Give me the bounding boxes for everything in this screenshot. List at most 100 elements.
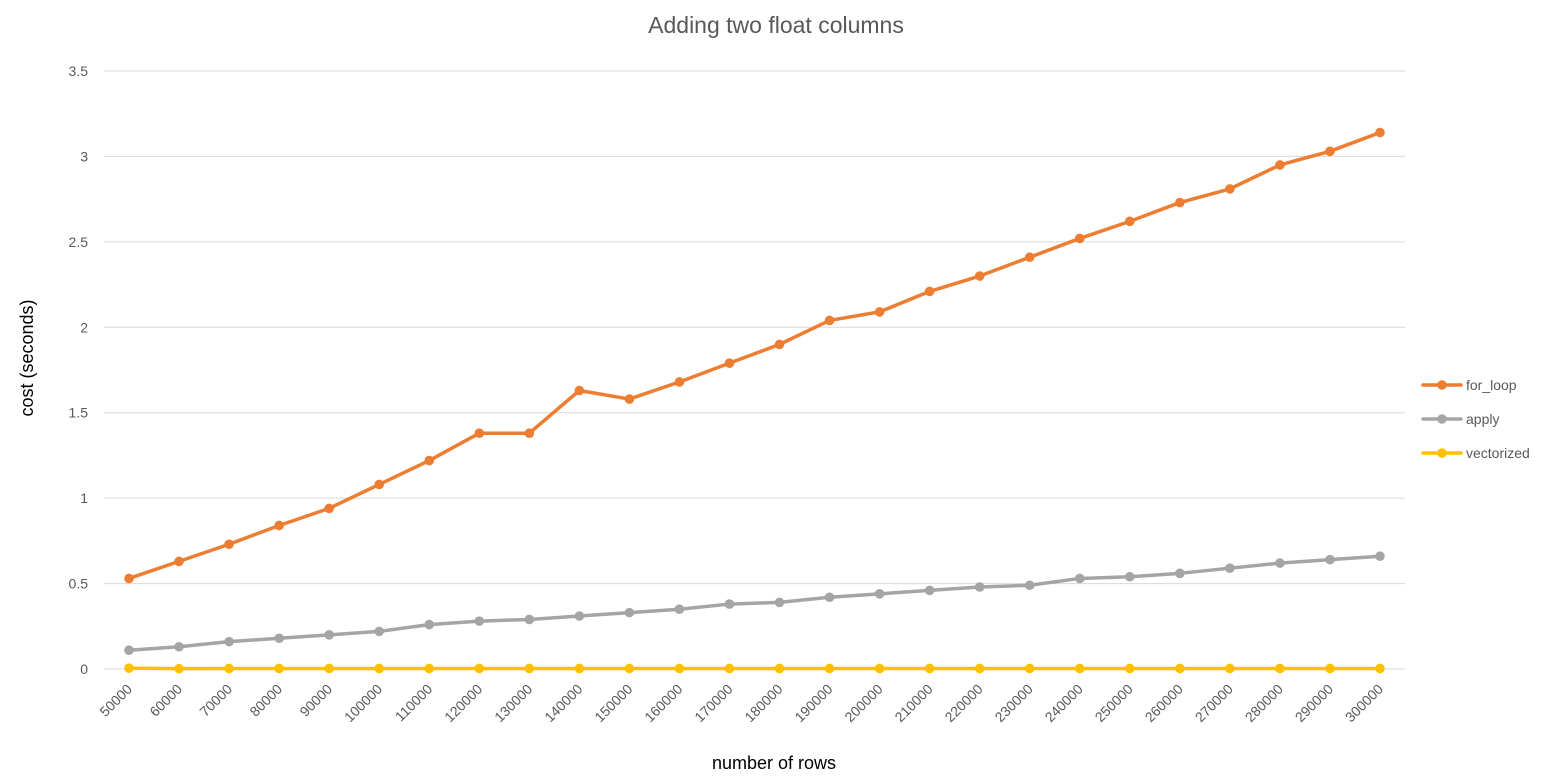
y-tick-label: 1 [80, 490, 88, 506]
y-tick-label: 3.5 [69, 63, 89, 79]
x-tick-label: 140000 [541, 681, 585, 725]
x-tick-label: 280000 [1242, 681, 1286, 725]
data-point [974, 582, 985, 592]
y-tick-label: 3 [80, 148, 88, 164]
data-point [674, 377, 685, 387]
data-point [1125, 571, 1135, 582]
data-point [624, 663, 635, 674]
data-point [1024, 663, 1035, 674]
legend-label: for_loop [1466, 377, 1517, 393]
data-point [324, 663, 334, 674]
x-tick-label: 100000 [341, 681, 385, 725]
x-tick-label: 170000 [691, 681, 735, 725]
data-point [1325, 663, 1335, 674]
data-point [774, 339, 785, 350]
y-tick-label: 2.5 [69, 234, 89, 250]
y-tick-label: 0 [80, 661, 88, 677]
data-point [274, 663, 284, 674]
data-point [874, 589, 885, 599]
data-point [1074, 233, 1085, 244]
data-point [274, 633, 284, 644]
y-tick-label: 1.5 [69, 405, 89, 421]
x-tick-label: 70000 [196, 681, 235, 720]
data-point [174, 641, 184, 652]
legend-swatch-marker [1437, 448, 1447, 458]
chart-title: Adding two float columns [648, 12, 904, 38]
data-point [974, 663, 985, 674]
data-point [1375, 663, 1385, 674]
x-tick-label: 120000 [441, 681, 485, 725]
data-point [1325, 146, 1335, 157]
data-point [924, 585, 935, 596]
data-point [924, 663, 935, 674]
data-point [524, 614, 535, 625]
data-point [874, 663, 885, 674]
data-point [524, 428, 535, 439]
data-point [774, 597, 785, 608]
x-tick-label: 200000 [841, 681, 885, 725]
data-point [624, 607, 635, 618]
x-tick-label: 230000 [991, 681, 1035, 725]
data-point [674, 604, 685, 614]
x-tick-label: 90000 [296, 681, 335, 720]
data-point [1275, 160, 1285, 170]
data-point [1125, 663, 1135, 674]
x-tick-label: 190000 [791, 681, 835, 725]
data-point [124, 573, 134, 584]
data-point [974, 271, 985, 281]
data-point [324, 503, 334, 514]
legend-item: for_loop [1421, 377, 1517, 393]
x-tick-label: 160000 [641, 681, 685, 725]
data-point [224, 539, 234, 550]
data-point [1375, 127, 1385, 138]
series-vectorized [124, 663, 1385, 674]
x-tick-label: 290000 [1292, 681, 1336, 725]
x-tick-label: 260000 [1142, 681, 1186, 725]
x-tick-label: 250000 [1092, 681, 1136, 725]
data-point [1074, 573, 1085, 584]
series-line [127, 666, 1382, 671]
legend-swatch-marker [1437, 414, 1447, 424]
data-point [824, 663, 835, 674]
data-point [424, 619, 435, 630]
data-point [1225, 184, 1235, 194]
data-point [724, 358, 735, 368]
data-point [774, 663, 785, 674]
x-axis-title: number of rows [712, 753, 836, 773]
data-point [1275, 558, 1285, 568]
data-point [1175, 568, 1185, 579]
data-point [474, 428, 485, 439]
data-point [224, 636, 234, 647]
data-point [1325, 554, 1335, 565]
data-point [124, 645, 134, 656]
data-point [424, 455, 435, 466]
data-point [1024, 580, 1035, 591]
series-apply [124, 551, 1385, 656]
data-point [724, 663, 735, 674]
legend-swatch-marker [1437, 380, 1447, 390]
y-axis-title: cost (seconds) [17, 299, 37, 416]
data-point [224, 663, 234, 674]
x-tick-label: 150000 [591, 681, 635, 725]
data-point [374, 479, 385, 490]
x-tick-label: 300000 [1342, 681, 1386, 725]
data-point [574, 611, 585, 621]
x-tick-label: 210000 [891, 681, 935, 725]
data-point [1225, 563, 1235, 573]
x-tick-label: 270000 [1192, 681, 1236, 725]
y-axis-ticks: 0 0.5 1 1.5 2 2.5 3 3.5 [69, 63, 89, 677]
y-tick-label: 0.5 [69, 576, 89, 592]
data-point [474, 616, 485, 626]
data-point [1275, 663, 1285, 674]
data-point [574, 385, 585, 396]
legend-label: vectorized [1466, 445, 1530, 461]
data-point [1225, 663, 1235, 674]
data-point [824, 315, 835, 326]
data-point [374, 626, 385, 637]
data-point [1175, 197, 1185, 208]
data-point [474, 663, 485, 674]
data-point [824, 592, 835, 603]
x-tick-label: 220000 [941, 681, 985, 725]
series-for_loop [124, 127, 1385, 584]
data-point [124, 663, 134, 673]
